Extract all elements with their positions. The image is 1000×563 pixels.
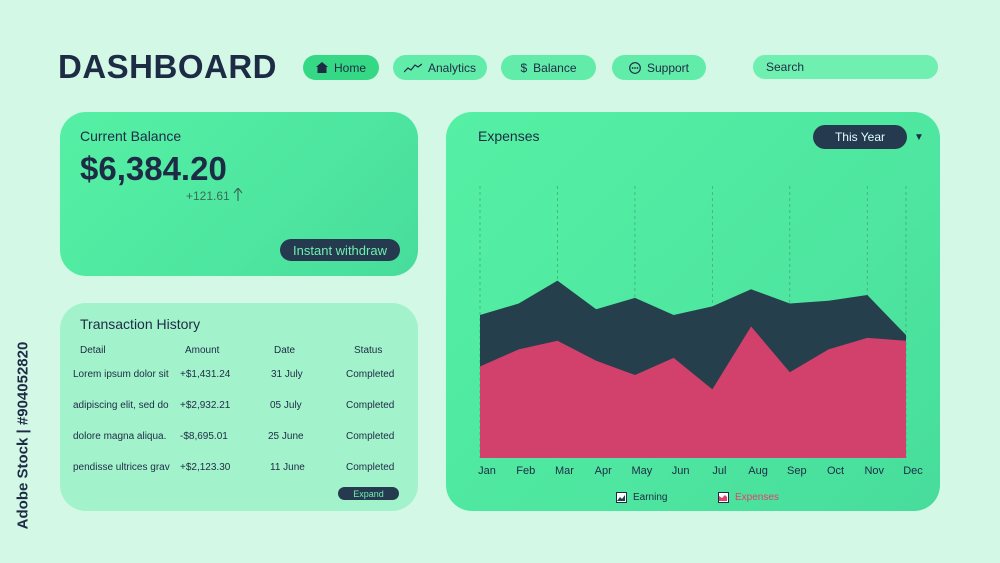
x-tick-label: Nov	[864, 465, 884, 477]
column-header-status: Status	[354, 345, 383, 356]
x-tick-label: May	[632, 465, 653, 477]
search-placeholder: Search	[766, 60, 805, 74]
x-tick-label: Jul	[712, 465, 726, 477]
stock-watermark: Adobe Stock | #904052820	[6, 320, 40, 550]
row-status: Completed	[346, 462, 395, 473]
x-tick-label: Sep	[787, 465, 807, 477]
x-tick-label: Jan	[478, 465, 496, 477]
row-detail: pendisse ultrices grav	[73, 462, 170, 473]
x-tick-label: Dec	[903, 465, 923, 477]
legend-earning-swatch	[616, 492, 627, 503]
row-detail: dolore magna aliqua.	[73, 431, 167, 442]
table-row[interactable]: Lorem ipsum dolor sit +$1,431.24 31 July…	[60, 369, 418, 385]
row-amount: +$1,431.24	[180, 369, 231, 380]
trend-line-icon	[403, 63, 422, 73]
legend-earning-label: Earning	[633, 492, 668, 503]
balance-value: $6,384.20	[80, 150, 227, 187]
column-header-amount: Amount	[185, 345, 220, 356]
column-header-date: Date	[274, 345, 296, 356]
nav-balance-label: Balance	[533, 60, 577, 75]
balance-change-value: +121.61	[186, 189, 230, 203]
legend-expenses[interactable]: Expenses	[718, 492, 779, 503]
legend-earning[interactable]: Earning	[616, 492, 667, 503]
x-tick-label: Feb	[516, 465, 535, 477]
row-detail: Lorem ipsum dolor sit	[73, 369, 169, 380]
nav-support-label: Support	[646, 60, 690, 75]
x-tick-label: Apr	[595, 465, 612, 477]
row-amount: -$8,695.01	[180, 431, 228, 442]
row-status: Completed	[346, 400, 395, 411]
nav-analytics-button[interactable]: Analytics	[393, 55, 487, 80]
balance-label: Current Balance	[80, 128, 182, 144]
row-detail: adipiscing elit, sed do	[73, 400, 169, 411]
period-select[interactable]: This Year	[813, 125, 907, 149]
transaction-history-title: Transaction History	[80, 316, 201, 332]
row-status: Completed	[346, 369, 395, 380]
nav-home-button[interactable]: Home	[303, 55, 379, 80]
home-icon	[315, 62, 328, 73]
balance-card: Current Balance $6,384.20 +121.61 Instan…	[60, 112, 418, 276]
row-amount: +$2,123.30	[180, 462, 231, 473]
watermark-text: Adobe Stock | #904052820	[14, 341, 32, 529]
row-date: 25 June	[268, 431, 304, 442]
x-tick-label: Oct	[827, 465, 844, 477]
transaction-history-card: Transaction History Detail Amount Date S…	[60, 303, 418, 511]
x-tick-label: Mar	[555, 465, 574, 477]
legend-expenses-label: Expenses	[735, 492, 779, 503]
area-series-expenses[interactable]	[480, 326, 906, 458]
chevron-down-icon[interactable]: ▼	[914, 132, 924, 143]
nav-analytics-label: Analytics	[427, 60, 477, 75]
row-date: 31 July	[271, 369, 303, 380]
table-row[interactable]: pendisse ultrices grav +$2,123.30 11 Jun…	[60, 462, 418, 478]
dollar-icon: $	[520, 60, 528, 75]
balance-change: +121.61	[186, 187, 243, 204]
search-input[interactable]: Search	[753, 55, 938, 79]
page-title: DASHBOARD	[58, 48, 277, 85]
row-status: Completed	[346, 431, 395, 442]
legend-expenses-swatch	[718, 492, 729, 503]
expand-button[interactable]: Expand	[338, 487, 399, 500]
column-header-detail: Detail	[80, 345, 106, 356]
table-row[interactable]: dolore magna aliqua. -$8,695.01 25 June …	[60, 431, 418, 447]
nav-support-button[interactable]: Support	[612, 55, 706, 80]
x-tick-label: Jun	[672, 465, 690, 477]
expenses-card: Expenses This Year ▼ Jan Feb Mar Apr May Jun J…	[446, 112, 940, 511]
instant-withdraw-button[interactable]: Instant withdraw	[280, 239, 400, 261]
nav-balance-button[interactable]: $ Balance	[501, 55, 596, 80]
expenses-area-chart: Jan Feb Mar Apr May Jun Jul Aug Sep Oct Nov Dec	[478, 186, 923, 477]
arrow-up-icon	[233, 187, 243, 204]
nav-home-label: Home	[333, 60, 366, 75]
row-amount: +$2,932.21	[180, 400, 231, 411]
row-date: 11 June	[270, 462, 305, 473]
chat-dots-icon	[629, 61, 641, 74]
x-tick-label: Aug	[748, 465, 768, 477]
expenses-title: Expenses	[478, 128, 540, 144]
row-date: 05 July	[270, 400, 302, 411]
table-row[interactable]: adipiscing elit, sed do +$2,932.21 05 Ju…	[60, 400, 418, 416]
